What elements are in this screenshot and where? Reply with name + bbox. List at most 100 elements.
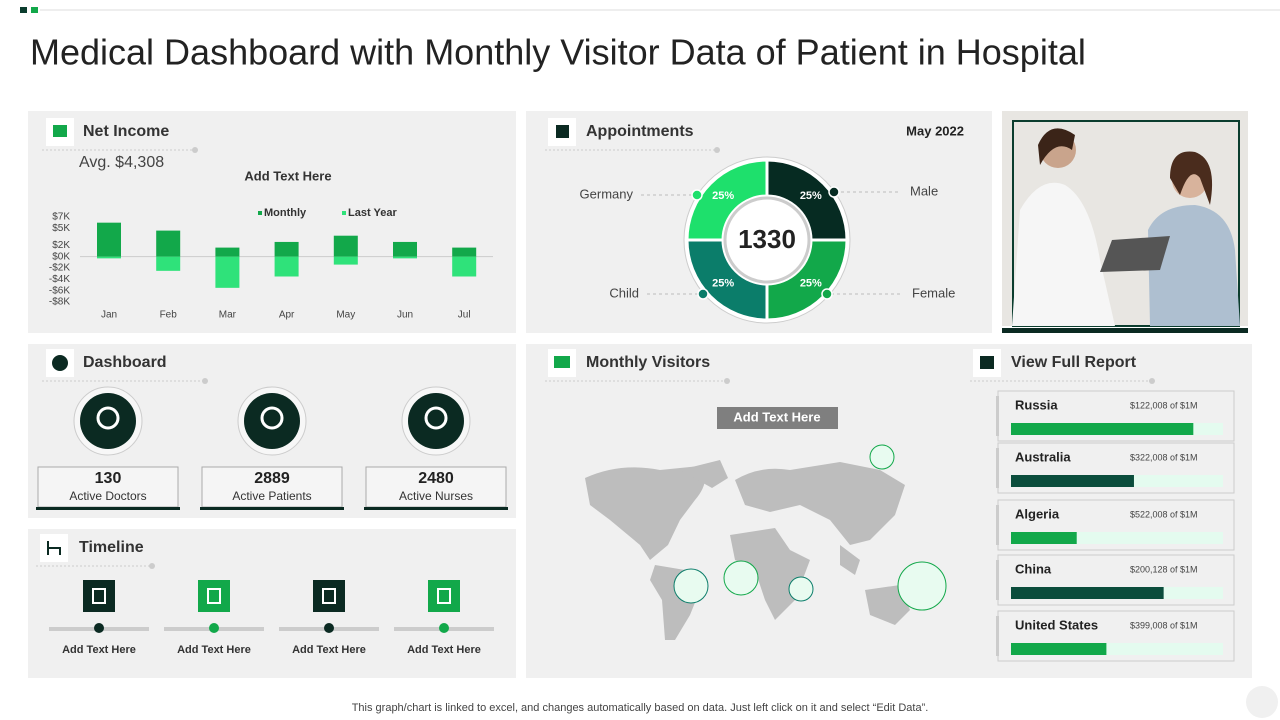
timeline-dot xyxy=(439,623,449,633)
world-map xyxy=(585,460,910,640)
card-edge xyxy=(996,396,999,436)
panel-heading: Dashboard xyxy=(83,354,167,371)
timeline-dot xyxy=(324,623,334,633)
timeline-icon xyxy=(83,580,115,612)
stat-label: Active Nurses xyxy=(399,489,473,503)
x-tick-label: May xyxy=(336,310,355,321)
stat-icon xyxy=(408,393,464,449)
timeline-label: Add Text Here xyxy=(177,644,251,656)
legend-label: Last Year xyxy=(348,207,397,219)
x-tick-label: Feb xyxy=(160,310,178,321)
bar xyxy=(393,256,417,259)
stat-label: Active Patients xyxy=(232,489,311,503)
country: Russia xyxy=(1015,397,1058,412)
timeline-icon xyxy=(198,580,230,612)
panel-heading: Appointments xyxy=(586,123,694,140)
amount: $200,128 of $1M xyxy=(1130,564,1198,574)
timeline-dot xyxy=(209,623,219,633)
bar xyxy=(215,247,240,257)
stat-box xyxy=(201,466,343,508)
card-edge xyxy=(996,448,999,488)
bar xyxy=(333,256,358,265)
bubble xyxy=(673,444,947,611)
bar xyxy=(97,256,121,259)
panel xyxy=(28,111,516,333)
country: China xyxy=(1015,561,1052,576)
progress-bar xyxy=(1011,475,1134,487)
timeline-label: Add Text Here xyxy=(407,644,481,656)
amount: $522,008 of $1M xyxy=(1130,509,1198,519)
slice-category: Male xyxy=(910,183,938,198)
stat-label: Active Doctors xyxy=(69,489,146,503)
panel-heading: Monthly Visitors xyxy=(586,354,710,371)
leader-dot xyxy=(821,288,833,300)
y-tick-label: -$8K xyxy=(49,297,70,308)
x-tick-label: Jan xyxy=(101,310,117,321)
stat-underline xyxy=(364,507,508,510)
photo xyxy=(1002,111,1248,333)
legend-swatch xyxy=(258,211,262,215)
y-tick-label: $7K xyxy=(52,212,70,223)
progress-bar xyxy=(1011,643,1107,655)
bar xyxy=(215,256,240,288)
slice-label: 25% xyxy=(712,278,734,290)
total: 1330 xyxy=(738,224,796,254)
x-tick-label: Jul xyxy=(458,310,471,321)
bar xyxy=(333,235,358,257)
heading-group: Net Income Avg. $4,308 Appointments May … xyxy=(36,118,1155,569)
stat-value: 2889 xyxy=(254,470,290,487)
stat-icon xyxy=(80,393,136,449)
bar xyxy=(156,256,181,271)
timeline-glyph xyxy=(92,588,106,604)
slice-category: Germany xyxy=(580,186,634,201)
timeline-dot xyxy=(94,623,104,633)
progress-bar xyxy=(1011,423,1194,435)
x-tick-label: Apr xyxy=(279,310,295,321)
stat-icon-glyph xyxy=(96,406,120,430)
amount: $399,008 of $1M xyxy=(1130,620,1198,630)
bar xyxy=(274,256,299,277)
leader-dot xyxy=(828,186,840,198)
bar xyxy=(274,241,299,257)
country: Australia xyxy=(1015,449,1071,464)
y-tick-label: -$4K xyxy=(49,274,70,285)
country: United States xyxy=(1015,617,1098,632)
deco xyxy=(1246,686,1278,718)
stat-underline xyxy=(36,507,180,510)
chart-title: Add Text Here xyxy=(244,168,331,183)
timeline-glyph xyxy=(207,588,221,604)
stat-icon-glyph xyxy=(424,406,448,430)
x-tick-label: Jun xyxy=(397,310,413,321)
badge xyxy=(717,407,838,429)
card-edge xyxy=(996,616,999,656)
panel-heading: Timeline xyxy=(79,539,144,556)
stat-underline xyxy=(200,507,344,510)
amount: $122,008 of $1M xyxy=(1130,400,1198,410)
page-title: Medical Dashboard with Monthly Visitor D… xyxy=(30,32,1086,73)
stat-icon-glyph xyxy=(260,406,284,430)
progress-bar xyxy=(1011,587,1164,599)
deco xyxy=(20,7,27,13)
timeline-icon xyxy=(313,580,345,612)
bar xyxy=(452,247,477,257)
footer: This graph/chart is linked to excel, and… xyxy=(352,702,929,714)
timeline-label: Add Text Here xyxy=(62,644,136,656)
y-tick-label: $0K xyxy=(52,251,70,262)
timeline-label: Add Text Here xyxy=(292,644,366,656)
y-tick-label: -$6K xyxy=(49,285,70,296)
card-edge xyxy=(996,505,999,545)
legend-label: Monthly xyxy=(264,207,307,219)
y-tick-label: $5K xyxy=(52,223,70,234)
card-edge xyxy=(996,560,999,600)
pie-slice xyxy=(685,158,769,242)
country: Algeria xyxy=(1015,506,1060,521)
slice-label: 25% xyxy=(712,190,734,202)
x-tick-label: Mar xyxy=(219,310,237,321)
stat-value: 2480 xyxy=(418,470,454,487)
donut-hole xyxy=(723,196,811,284)
y-tick-label: $2K xyxy=(52,240,70,251)
slice-label: 25% xyxy=(800,278,822,290)
average: Avg. $4,308 xyxy=(79,154,164,171)
slice-label: 25% xyxy=(800,190,822,202)
